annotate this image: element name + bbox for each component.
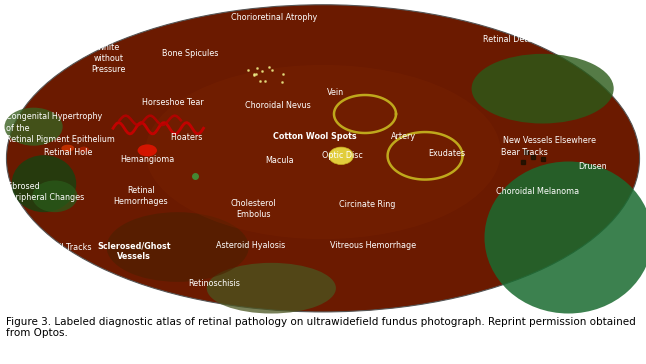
Text: Horseshoe Tear: Horseshoe Tear — [142, 98, 204, 107]
Ellipse shape — [5, 108, 63, 146]
Text: Figure 3. Labeled diagnostic atlas of retinal pathology on ultrawidefield fundus: Figure 3. Labeled diagnostic atlas of re… — [6, 317, 636, 338]
Text: Floaters: Floaters — [170, 133, 202, 142]
Text: Asteroid Hyalosis: Asteroid Hyalosis — [216, 241, 286, 250]
Text: Retinal Detachment: Retinal Detachment — [483, 35, 563, 44]
Ellipse shape — [107, 212, 249, 282]
Text: Retinoschisis: Retinoschisis — [189, 279, 240, 288]
Ellipse shape — [484, 162, 646, 313]
Text: Congenital Hypertrophy
of the
Retinal Pigment Epithelium: Congenital Hypertrophy of the Retinal Pi… — [6, 112, 116, 144]
Text: Vein: Vein — [328, 88, 344, 97]
Ellipse shape — [61, 145, 74, 152]
Ellipse shape — [32, 181, 78, 212]
Text: Macula: Macula — [265, 156, 293, 165]
Text: Vitreous Hemorrhage: Vitreous Hemorrhage — [330, 241, 417, 250]
Text: Cotton Wool Spots: Cotton Wool Spots — [273, 132, 357, 141]
Text: Choroidal Melanoma: Choroidal Melanoma — [496, 187, 579, 196]
Ellipse shape — [472, 54, 614, 123]
Text: Bear Tracks: Bear Tracks — [501, 148, 548, 157]
Text: Choroidal Nevus: Choroidal Nevus — [245, 101, 311, 110]
Text: Sclerosed/Ghost
Vessels: Sclerosed/Ghost Vessels — [98, 241, 171, 261]
Ellipse shape — [12, 155, 76, 212]
Text: White
without
Pressure: White without Pressure — [91, 43, 126, 74]
Text: Chorioretinal Atrophy: Chorioretinal Atrophy — [231, 13, 318, 22]
Ellipse shape — [207, 263, 336, 313]
Text: Optic Disc: Optic Disc — [322, 151, 363, 161]
Text: Fibrosed
Peripheral Changes: Fibrosed Peripheral Changes — [6, 182, 85, 202]
Text: Retinal
Hemorrhages: Retinal Hemorrhages — [114, 186, 168, 206]
Text: Artery: Artery — [391, 132, 416, 141]
Text: Snail Tracks: Snail Tracks — [44, 243, 92, 252]
Text: Retinal Hole: Retinal Hole — [44, 148, 92, 157]
Text: Bone Spicules: Bone Spicules — [162, 49, 219, 58]
Text: New Vessels Elsewhere: New Vessels Elsewhere — [503, 136, 596, 145]
Text: Cholesterol
Embolus: Cholesterol Embolus — [231, 199, 276, 219]
Text: Circinate Ring: Circinate Ring — [339, 199, 395, 209]
Text: Drusen: Drusen — [579, 162, 607, 171]
Ellipse shape — [6, 5, 640, 312]
Ellipse shape — [329, 147, 353, 165]
Text: Exudates: Exudates — [428, 149, 466, 158]
Text: Hemangioma: Hemangioma — [120, 155, 174, 163]
Ellipse shape — [79, 147, 89, 152]
Ellipse shape — [145, 65, 501, 239]
Ellipse shape — [138, 145, 157, 157]
